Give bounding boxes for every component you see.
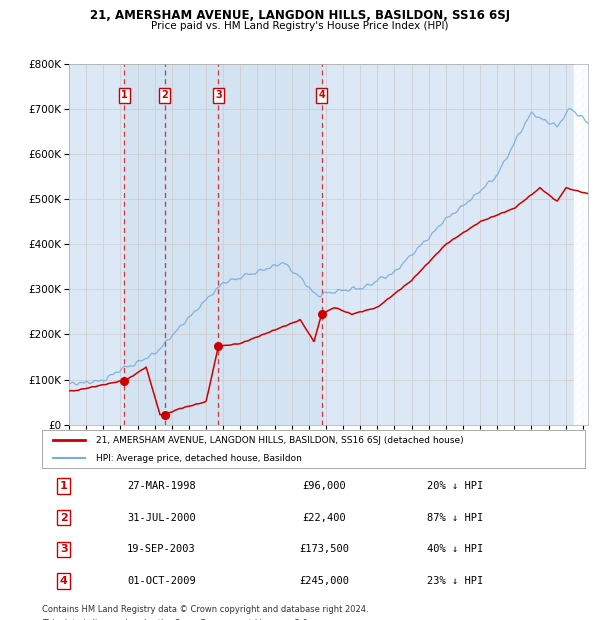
Text: 4: 4	[60, 576, 68, 586]
Text: HPI: Average price, detached house, Basildon: HPI: Average price, detached house, Basi…	[97, 454, 302, 463]
Text: 20% ↓ HPI: 20% ↓ HPI	[427, 481, 483, 491]
Bar	[124, 64, 164, 425]
Text: 87% ↓ HPI: 87% ↓ HPI	[427, 513, 483, 523]
Text: £173,500: £173,500	[299, 544, 349, 554]
Bar	[164, 64, 218, 425]
Text: 01-OCT-2009: 01-OCT-2009	[127, 576, 196, 586]
Text: 3: 3	[60, 544, 68, 554]
Text: 27-MAR-1998: 27-MAR-1998	[127, 481, 196, 491]
Text: 21, AMERSHAM AVENUE, LANGDON HILLS, BASILDON, SS16 6SJ: 21, AMERSHAM AVENUE, LANGDON HILLS, BASI…	[90, 9, 510, 22]
Text: 1: 1	[60, 481, 68, 491]
Text: 40% ↓ HPI: 40% ↓ HPI	[427, 544, 483, 554]
Text: 3: 3	[215, 91, 222, 100]
Text: Contains HM Land Registry data © Crown copyright and database right 2024.: Contains HM Land Registry data © Crown c…	[42, 605, 368, 614]
Text: This data is licensed under the Open Government Licence v3.0.: This data is licensed under the Open Gov…	[42, 619, 310, 620]
Bar	[574, 64, 588, 425]
Text: 21, AMERSHAM AVENUE, LANGDON HILLS, BASILDON, SS16 6SJ (detached house): 21, AMERSHAM AVENUE, LANGDON HILLS, BASI…	[97, 436, 464, 445]
Text: 1: 1	[121, 91, 128, 100]
Text: £22,400: £22,400	[302, 513, 346, 523]
Text: 2: 2	[161, 91, 168, 100]
Text: 23% ↓ HPI: 23% ↓ HPI	[427, 576, 483, 586]
Text: 31-JUL-2000: 31-JUL-2000	[127, 513, 196, 523]
Text: £245,000: £245,000	[299, 576, 349, 586]
Text: 4: 4	[318, 91, 325, 100]
Bar	[218, 64, 322, 425]
Text: Price paid vs. HM Land Registry's House Price Index (HPI): Price paid vs. HM Land Registry's House …	[151, 21, 449, 31]
Text: £96,000: £96,000	[302, 481, 346, 491]
Text: 2: 2	[60, 513, 68, 523]
Text: 19-SEP-2003: 19-SEP-2003	[127, 544, 196, 554]
